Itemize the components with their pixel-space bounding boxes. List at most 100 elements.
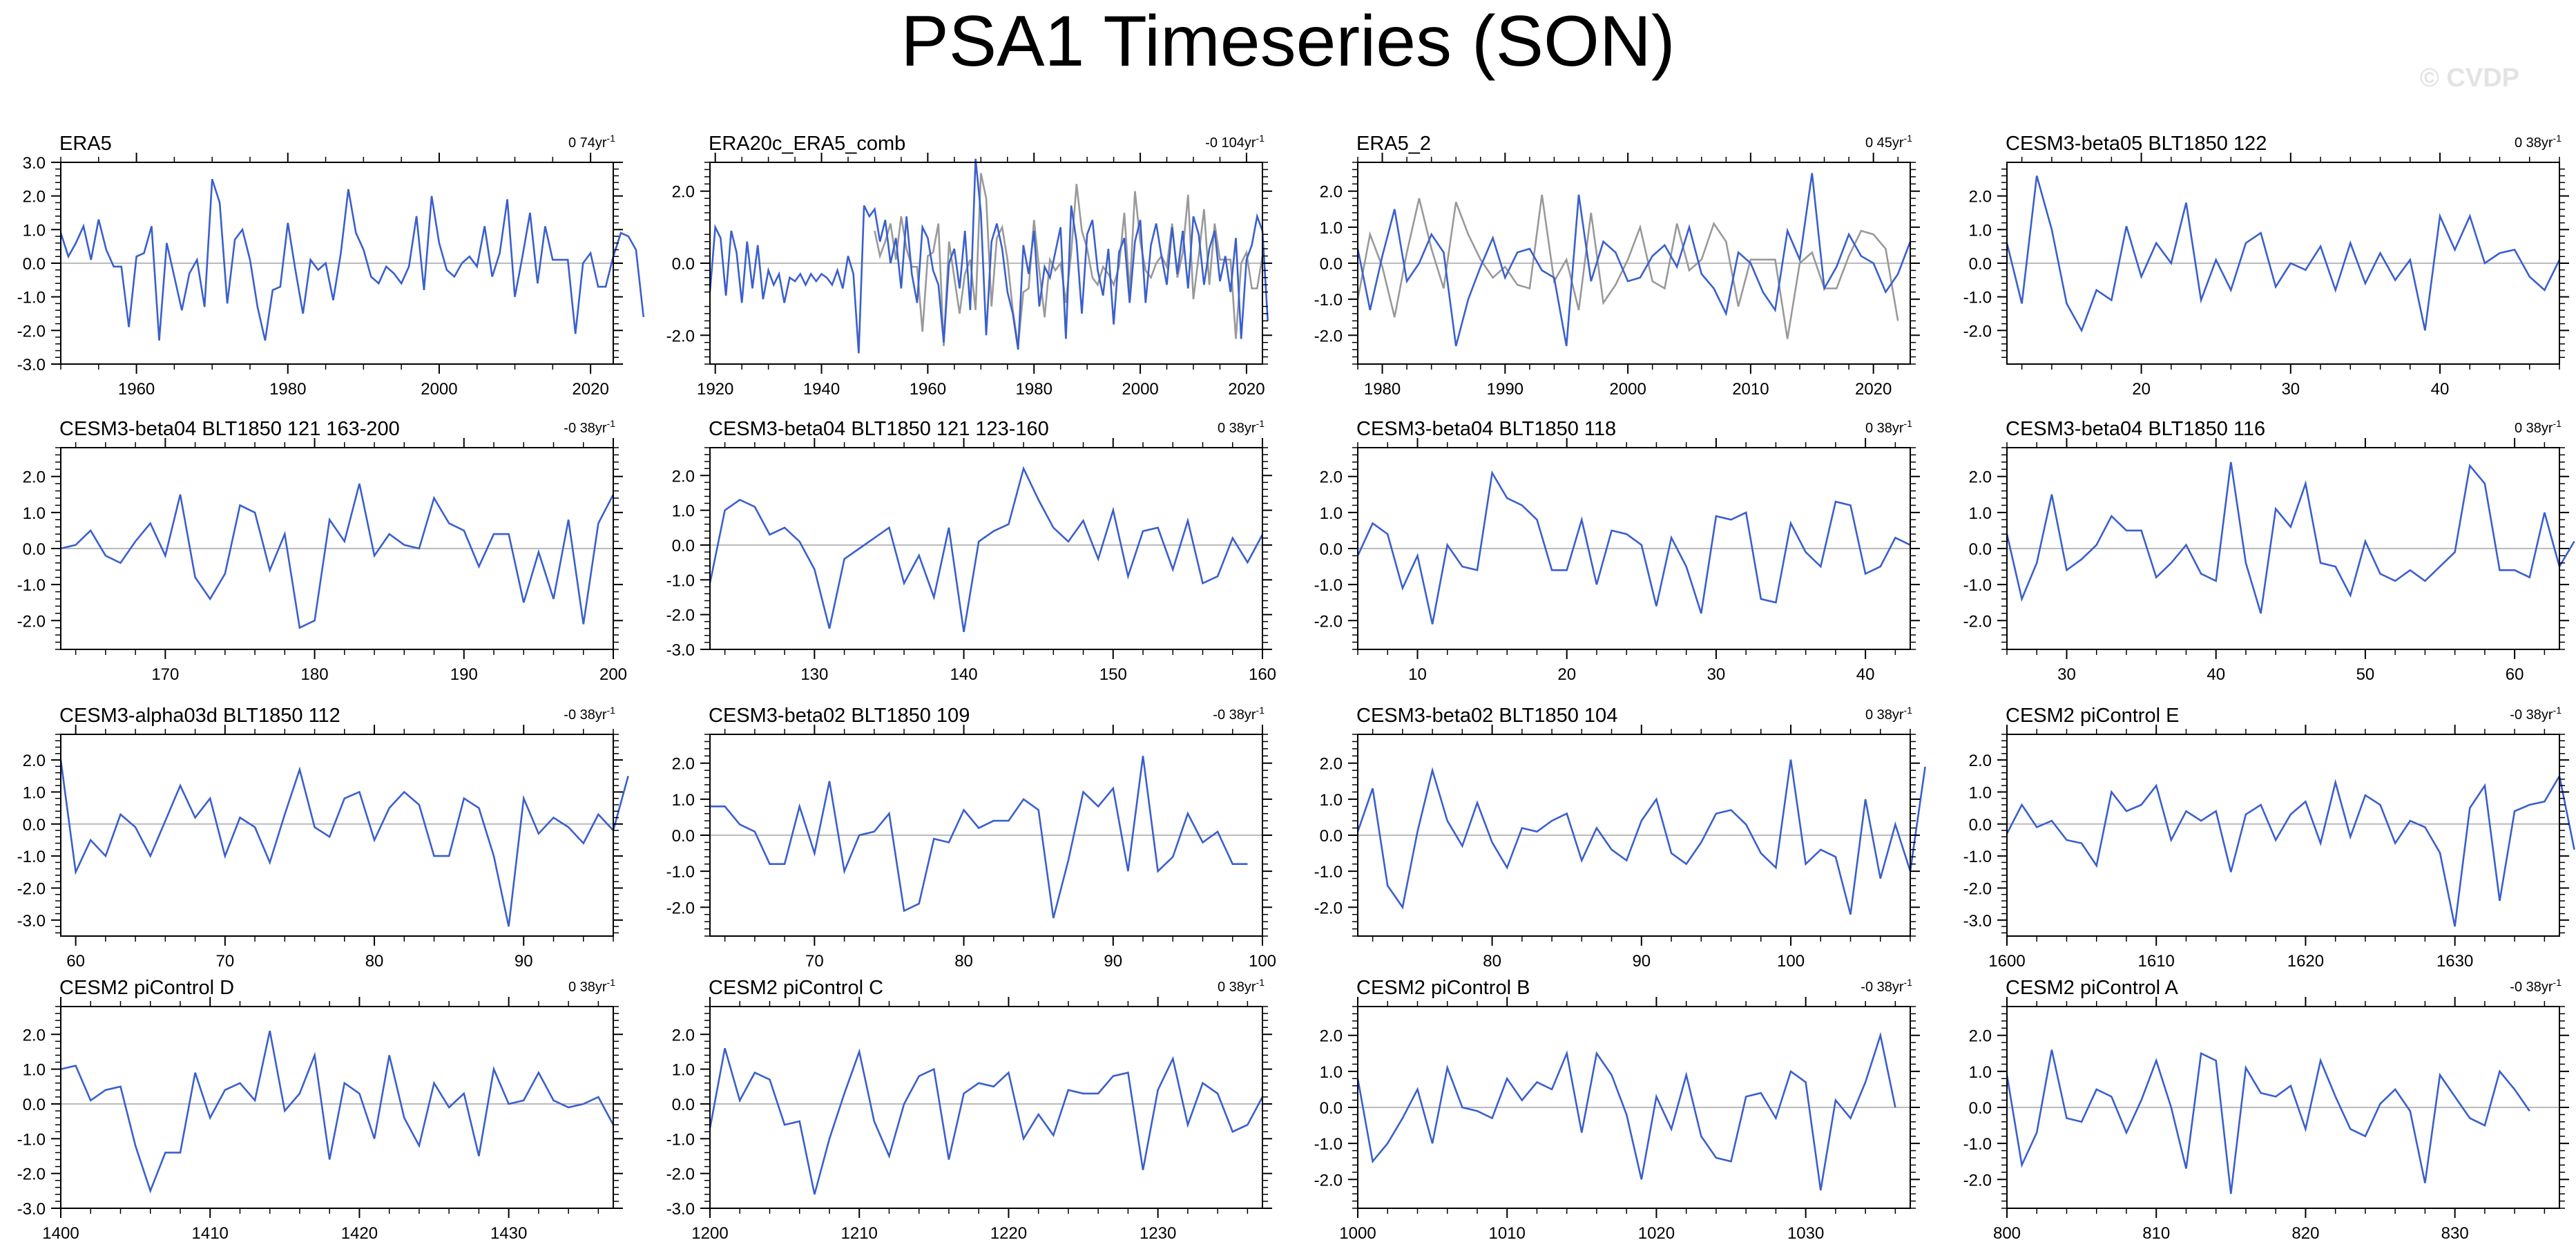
x-tick-label: 1400 <box>42 1224 79 1243</box>
panel-title: CESM3-beta02 BLT1850 109 <box>709 705 970 727</box>
y-tick-label: 2.0 <box>1969 468 1992 487</box>
x-tick-label: 2020 <box>1228 380 1265 399</box>
y-tick-label: -1.0 <box>1963 848 1992 866</box>
trend-exponent: -1 <box>607 977 616 988</box>
x-tick-label: 2010 <box>1732 380 1769 399</box>
trend-unit: yr <box>2541 135 2553 151</box>
y-tick-label: -3.0 <box>666 1200 695 1219</box>
x-tick-label: 810 <box>2142 1224 2170 1243</box>
panel-title: CESM3-beta04 BLT1850 121 123-160 <box>709 418 1049 440</box>
trend-exponent: -1 <box>1256 133 1265 144</box>
x-tick-label: 130 <box>800 665 828 684</box>
y-tick-label: -1.0 <box>666 571 695 590</box>
trend-label: 0 38yr-1 <box>1865 418 1912 436</box>
trend-exponent: -1 <box>1256 977 1265 988</box>
x-tick-label: 80 <box>365 952 384 971</box>
y-tick-label: 2.0 <box>23 1026 46 1045</box>
series-line <box>710 756 1248 919</box>
y-tick-label: 1.0 <box>1969 783 1992 802</box>
trend-exponent: -1 <box>1256 418 1265 429</box>
y-tick-label: -2.0 <box>666 1165 695 1184</box>
y-tick-label: 0.0 <box>1969 255 1992 274</box>
y-tick-label: 2.0 <box>672 183 695 202</box>
y-tick-label: 0.0 <box>672 827 695 846</box>
trend-value: -0 38 <box>564 421 595 436</box>
trend-value: 0 38 <box>1218 980 1244 995</box>
trend-exponent: -1 <box>2553 133 2562 144</box>
trend-label: 0 45yr-1 <box>1865 133 1912 151</box>
x-tick-label: 1420 <box>341 1224 378 1243</box>
x-tick-label: 1630 <box>2436 952 2473 971</box>
y-tick-label: 1.0 <box>672 502 695 521</box>
x-tick-label: 1600 <box>1988 952 2025 971</box>
panel-11: CESM3-beta02 BLT1850 104 0 38yr-1 -2.0 -1.0… <box>1314 705 1926 971</box>
y-tick-label: 1.0 <box>1320 1063 1343 1082</box>
y-tick-label: -1.0 <box>17 576 46 595</box>
y-tick-label: 2.0 <box>1320 755 1343 774</box>
y-tick-label: -2.0 <box>17 879 46 898</box>
y-tick-label: -3.0 <box>17 912 46 931</box>
trend-value: -0 38 <box>564 707 595 723</box>
x-tick-label: 1430 <box>490 1224 527 1243</box>
trend-label: -0 104yr-1 <box>1205 133 1265 151</box>
series-line <box>59 178 645 341</box>
y-tick-label: -3.0 <box>17 356 46 374</box>
x-tick-label: 30 <box>1707 665 1726 684</box>
trend-label: 0 38yr-1 <box>1218 418 1265 436</box>
trend-value: 0 45 <box>1865 135 1892 151</box>
x-tick-label: 2020 <box>572 380 608 399</box>
trend-value: -0 38 <box>1213 707 1244 723</box>
x-tick-label: 40 <box>1856 665 1875 684</box>
panel-2: ERA20c_ERA5_comb -0 104yr-1 -2.0 0.0 2.0 1920… <box>666 133 1272 399</box>
panel-title: CESM2 piControl E <box>2006 705 2179 727</box>
x-tick-label: 1410 <box>192 1224 229 1243</box>
panel-title: CESM3-beta04 BLT1850 116 <box>2006 418 2265 440</box>
y-tick-label: 0.0 <box>672 537 695 555</box>
y-tick-label: 1.0 <box>23 504 46 523</box>
x-tick-label: 1960 <box>910 380 946 399</box>
panel-title: ERA5_2 <box>1356 133 1431 155</box>
x-tick-label: 90 <box>1104 952 1122 971</box>
x-tick-label: 30 <box>2057 665 2076 684</box>
x-tick-label: 40 <box>2207 665 2225 684</box>
trend-unit: yr <box>595 421 607 436</box>
series-line <box>2006 461 2575 614</box>
x-tick-label: 30 <box>2281 380 2300 399</box>
x-tick-label: 1230 <box>1140 1224 1176 1243</box>
y-tick-label: 2.0 <box>672 755 695 774</box>
x-tick-label: 2000 <box>1609 380 1646 399</box>
x-tick-label: 50 <box>2356 665 2375 684</box>
panel-9: CESM3-alpha03d BLT1850 112 -0 38yr-1 -3.0 -… <box>17 705 629 971</box>
panel-1: ERA5 0 74yr-1 -3.0 -2.0 -1.0 0.0 1.0 2.0 3.0 1960… <box>17 133 645 399</box>
trend-value: 0 38 <box>568 980 595 995</box>
x-tick-label: 1610 <box>2138 952 2175 971</box>
trend-value: 0 38 <box>1865 421 1892 436</box>
y-tick-label: -1.0 <box>666 1130 695 1149</box>
series-line <box>60 483 615 629</box>
x-tick-label: 1010 <box>1489 1224 1526 1243</box>
x-tick-label: 1980 <box>269 380 306 399</box>
y-tick-label: 1.0 <box>672 1061 695 1080</box>
y-tick-label: -1.0 <box>17 1130 46 1149</box>
x-tick-label: 2020 <box>1855 380 1892 399</box>
y-tick-label: -3.0 <box>1963 912 1992 931</box>
panel-title: CESM3-beta04 BLT1850 118 <box>1356 418 1616 440</box>
x-tick-label: 10 <box>1408 665 1427 684</box>
y-tick-label: 2.0 <box>672 1026 695 1045</box>
series-line <box>59 759 629 927</box>
panel-5: CESM3-beta04 BLT1850 121 163-200 -0 38yr-… <box>17 418 627 684</box>
y-tick-label: 0.0 <box>23 540 46 559</box>
y-tick-label: -1.0 <box>1314 863 1343 881</box>
y-tick-label: -2.0 <box>1963 612 1992 631</box>
y-tick-label: -2.0 <box>1314 899 1343 917</box>
y-tick-label: 0.0 <box>1969 1099 1992 1118</box>
x-tick-label: 1200 <box>691 1224 728 1243</box>
plot-frame <box>709 447 1263 650</box>
series-line <box>709 466 1264 633</box>
watermark: © CVDP <box>2420 64 2519 93</box>
series-line <box>709 158 1269 354</box>
x-tick-label: 830 <box>2441 1224 2469 1243</box>
panel-title: CESM2 piControl C <box>709 977 883 999</box>
series-line <box>1356 1031 1896 1191</box>
